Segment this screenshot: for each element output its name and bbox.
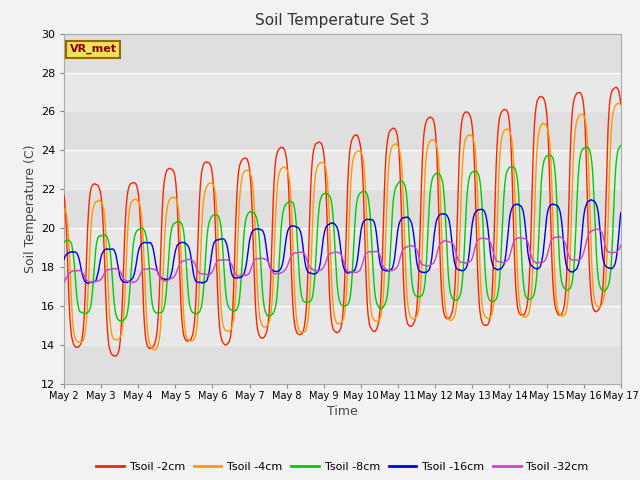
Tsoil -16cm bbox=[84, 280, 92, 286]
Tsoil -16cm bbox=[171, 252, 179, 257]
Tsoil -32cm bbox=[184, 256, 192, 262]
Tsoil -2cm bbox=[184, 338, 192, 344]
Line: Tsoil -32cm: Tsoil -32cm bbox=[64, 229, 621, 283]
Y-axis label: Soil Temperature (C): Soil Temperature (C) bbox=[24, 144, 36, 273]
Bar bbox=[64, 111, 621, 150]
Tsoil -32cm bbox=[592, 226, 600, 232]
Tsoil -16cm bbox=[184, 243, 192, 249]
Tsoil -8cm bbox=[184, 290, 192, 296]
Tsoil -16cm bbox=[60, 257, 68, 263]
Tsoil -8cm bbox=[551, 168, 559, 174]
Tsoil -4cm bbox=[150, 347, 158, 353]
Tsoil -4cm bbox=[60, 205, 68, 211]
Tsoil -2cm bbox=[617, 101, 625, 107]
Tsoil -8cm bbox=[617, 143, 625, 148]
Line: Tsoil -16cm: Tsoil -16cm bbox=[64, 200, 621, 283]
Tsoil -4cm bbox=[551, 278, 559, 284]
Tsoil -16cm bbox=[502, 252, 509, 257]
Tsoil -32cm bbox=[60, 279, 68, 285]
Tsoil -4cm bbox=[617, 102, 625, 108]
Tsoil -16cm bbox=[617, 210, 625, 216]
Tsoil -32cm bbox=[129, 280, 136, 286]
Tsoil -32cm bbox=[617, 242, 625, 248]
Bar bbox=[64, 345, 621, 384]
Tsoil -4cm bbox=[184, 337, 192, 343]
Tsoil -4cm bbox=[429, 137, 437, 143]
Tsoil -32cm bbox=[502, 259, 509, 264]
Tsoil -8cm bbox=[429, 174, 437, 180]
Tsoil -32cm bbox=[171, 273, 179, 279]
Tsoil -8cm bbox=[246, 209, 254, 215]
Tsoil -8cm bbox=[60, 239, 68, 245]
Tsoil -2cm bbox=[612, 84, 620, 90]
X-axis label: Time: Time bbox=[327, 405, 358, 418]
Line: Tsoil -4cm: Tsoil -4cm bbox=[64, 103, 621, 350]
Tsoil -32cm bbox=[246, 267, 254, 273]
Title: Soil Temperature Set 3: Soil Temperature Set 3 bbox=[255, 13, 429, 28]
Tsoil -2cm bbox=[502, 107, 509, 113]
Legend: Tsoil -2cm, Tsoil -4cm, Tsoil -8cm, Tsoil -16cm, Tsoil -32cm: Tsoil -2cm, Tsoil -4cm, Tsoil -8cm, Tsoi… bbox=[92, 457, 593, 477]
Bar bbox=[64, 189, 621, 228]
Tsoil -8cm bbox=[116, 318, 124, 324]
Text: VR_met: VR_met bbox=[70, 44, 116, 54]
Tsoil -32cm bbox=[551, 235, 559, 240]
Tsoil -16cm bbox=[551, 202, 559, 208]
Tsoil -2cm bbox=[429, 117, 437, 122]
Tsoil -2cm bbox=[246, 176, 254, 182]
Tsoil -16cm bbox=[246, 233, 254, 239]
Tsoil -2cm bbox=[60, 192, 68, 198]
Tsoil -32cm bbox=[429, 261, 437, 266]
Tsoil -8cm bbox=[502, 173, 509, 179]
Tsoil -2cm bbox=[551, 302, 559, 308]
Tsoil -4cm bbox=[246, 170, 254, 176]
Tsoil -4cm bbox=[171, 194, 179, 200]
Tsoil -2cm bbox=[171, 172, 179, 178]
Tsoil -16cm bbox=[588, 197, 595, 203]
Tsoil -2cm bbox=[111, 353, 118, 359]
Line: Tsoil -8cm: Tsoil -8cm bbox=[64, 145, 621, 321]
Tsoil -4cm bbox=[502, 126, 509, 132]
Bar bbox=[64, 34, 621, 72]
Bar bbox=[64, 267, 621, 306]
Tsoil -8cm bbox=[171, 220, 179, 226]
Tsoil -16cm bbox=[429, 242, 437, 248]
Line: Tsoil -2cm: Tsoil -2cm bbox=[64, 87, 621, 356]
Tsoil -4cm bbox=[615, 100, 623, 106]
